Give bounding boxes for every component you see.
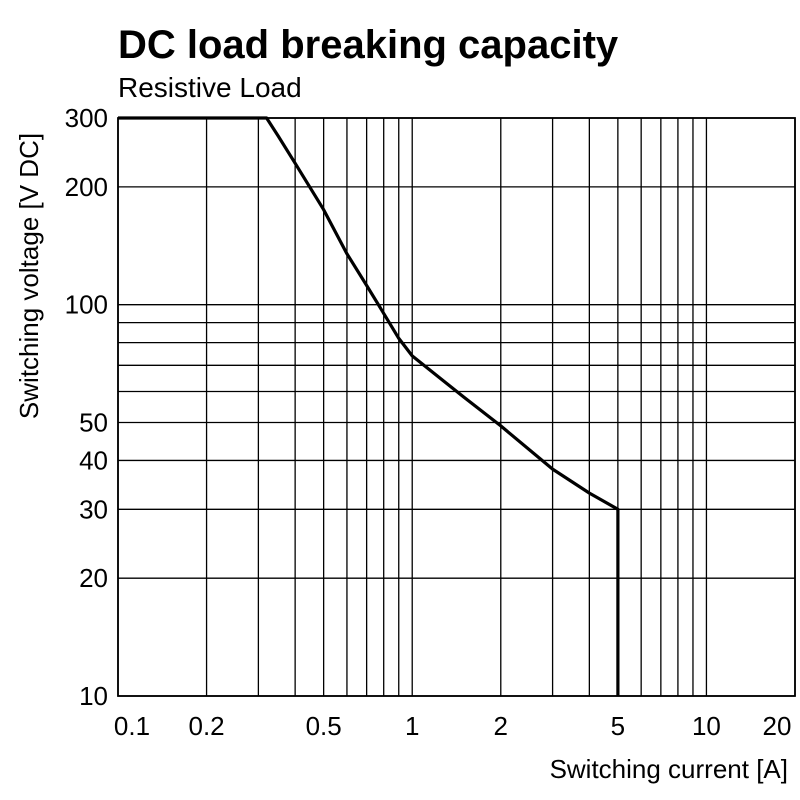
y-tick-label: 10	[79, 681, 108, 711]
plot-frame	[117, 117, 796, 697]
grid-lines	[117, 117, 796, 697]
x-tick-label: 0.1	[114, 711, 150, 741]
y-tick-label: 50	[79, 407, 108, 437]
x-tick-label: 5	[611, 711, 625, 741]
x-tick-label: 20	[763, 711, 792, 741]
series-line	[118, 116, 620, 696]
x-axis-label: Switching current [A]	[550, 754, 788, 784]
y-tick-label: 30	[79, 494, 108, 524]
x-tick-labels: 0.1 0.2 0.5 1 2 5 10 20	[114, 711, 792, 741]
x-tick-label: 1	[405, 711, 419, 741]
y-tick-label: 20	[79, 563, 108, 593]
y-tick-label: 100	[65, 290, 108, 320]
y-axis-label: Switching voltage [V DC]	[14, 133, 44, 419]
x-tick-label: 0.2	[188, 711, 224, 741]
x-tick-label: 0.5	[306, 711, 342, 741]
y-tick-label: 200	[65, 172, 108, 202]
x-tick-label: 2	[494, 711, 508, 741]
x-tick-label: 10	[692, 711, 721, 741]
y-tick-label: 300	[65, 103, 108, 133]
chart-title: DC load breaking capacity	[118, 23, 619, 67]
chart-subtitle: Resistive Load	[118, 72, 302, 103]
y-tick-labels: 10 20 30 40 50 100 200 300	[65, 103, 108, 711]
y-tick-label: 40	[79, 445, 108, 475]
